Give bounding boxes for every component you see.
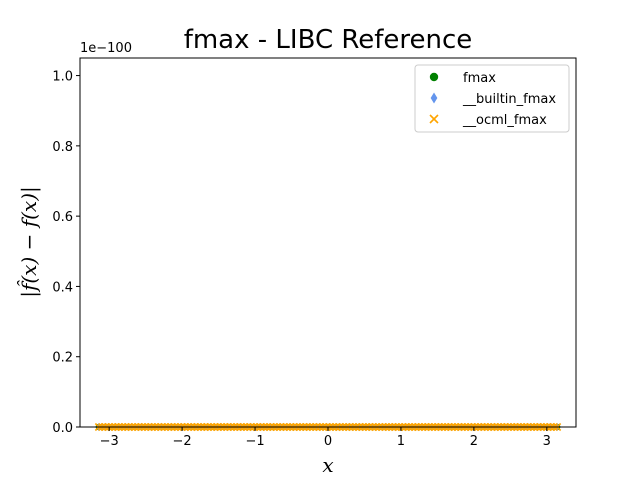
y-tick-label: 0.4 — [52, 280, 73, 295]
y-tick-label: 0.8 — [52, 140, 73, 155]
y-tick-label: 0.6 — [52, 210, 73, 225]
x-tick-label: 3 — [543, 434, 551, 449]
y-tick-label: 0.2 — [52, 351, 73, 366]
legend: fmax __builtin_fmax __ocml_fmax — [414, 64, 570, 133]
x-axis: −3 −2 −1 0 1 2 3 — [100, 427, 551, 449]
legend-entry: fmax — [429, 71, 496, 86]
x-tick-label: 1 — [397, 434, 405, 449]
legend-marker — [429, 72, 439, 82]
x-tick-label: 0 — [324, 434, 332, 449]
y-axis-label: |f̂(x) − f(x)| — [17, 186, 42, 298]
y-tick-label: 1.0 — [52, 70, 73, 85]
y-tick-label: 0.0 — [52, 421, 73, 436]
x-tick-label: −2 — [173, 434, 192, 449]
legend-entry: __ocml_fmax — [429, 113, 547, 128]
legend-label: fmax — [463, 71, 496, 86]
x-axis-label: x — [322, 453, 333, 477]
chart-title: fmax - LIBC Reference — [184, 25, 473, 55]
legend-label: __ocml_fmax — [462, 113, 547, 128]
legend-entry: __builtin_fmax — [430, 92, 556, 107]
legend-entries: fmax __builtin_fmax __ocml_fmax — [429, 71, 556, 128]
legend-box — [414, 64, 570, 133]
legend-label: __builtin_fmax — [462, 92, 556, 107]
y-axis: 0.0 0.2 0.4 0.6 0.8 1.0 — [52, 70, 80, 436]
x-tick-label: −1 — [245, 434, 264, 449]
legend-marker — [430, 92, 438, 104]
x-tick-label: 2 — [470, 434, 478, 449]
legend-marker-stroke — [429, 114, 439, 124]
y-offset-label: 1e−100 — [80, 41, 132, 56]
x-tick-label: −3 — [100, 434, 119, 449]
legend-marker — [429, 114, 439, 124]
